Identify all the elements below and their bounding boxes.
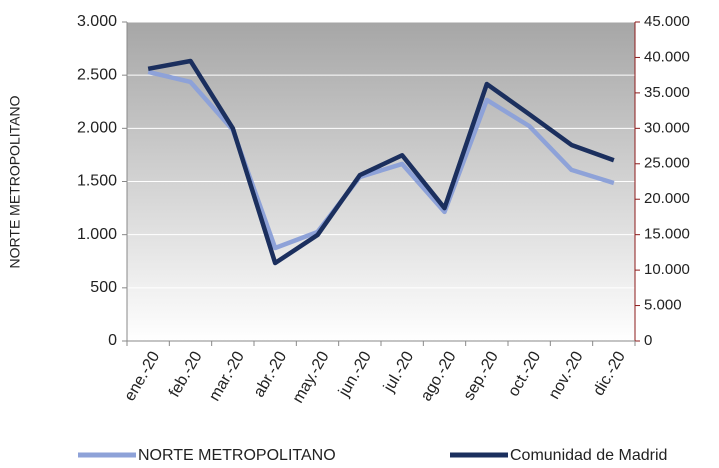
x-tick-label: nov.-20 [546, 349, 587, 403]
x-tick-label: mar.-20 [206, 349, 248, 405]
series-line [147, 69, 615, 251]
y2-tick-label: 15.000 [644, 226, 690, 243]
y2-tick-label: 40.000 [644, 48, 690, 65]
x-tick-label: may.-20 [290, 349, 333, 407]
y-axis-label: NORTE METROPOLITANO [7, 95, 23, 268]
legend-label: NORTE METROPOLITANO [138, 447, 336, 464]
y2-tick-label: 45.000 [644, 13, 690, 30]
legend-label: Comunidad de Madrid [510, 447, 667, 464]
y2-tick-label: 0 [644, 332, 652, 349]
x-tick-label: sep.-20 [461, 349, 502, 404]
x-tick-label: feb.-20 [166, 349, 206, 401]
y2-tick-label: 10.000 [644, 261, 690, 278]
y2-tick-label: 5.000 [644, 297, 682, 314]
y2-tick-label: 30.000 [644, 119, 690, 136]
x-tick-label: oct.-20 [505, 349, 544, 400]
x-tick-label: ago.-20 [418, 349, 460, 405]
x-tick-label: dic.-20 [590, 349, 629, 399]
series-line [147, 58, 615, 266]
y-tick-label: 0 [108, 332, 117, 349]
x-tick-label: ene.-20 [121, 349, 163, 405]
y2-tick-label: 35.000 [644, 84, 690, 101]
x-tick-label: abr.-20 [251, 349, 291, 401]
y2-tick-label: 25.000 [644, 155, 690, 172]
x-tick-label: jun.-20 [335, 349, 375, 401]
y-tick-label: 1.000 [77, 226, 117, 243]
x-tick-label: jul.-20 [380, 349, 417, 396]
y-tick-label: 2.500 [77, 66, 117, 83]
y-tick-label: 3.000 [77, 13, 117, 30]
y-tick-label: 2.000 [77, 120, 117, 137]
y2-tick-label: 20.000 [644, 190, 690, 207]
y-tick-label: 1.500 [77, 173, 117, 190]
y-tick-label: 500 [90, 279, 117, 296]
